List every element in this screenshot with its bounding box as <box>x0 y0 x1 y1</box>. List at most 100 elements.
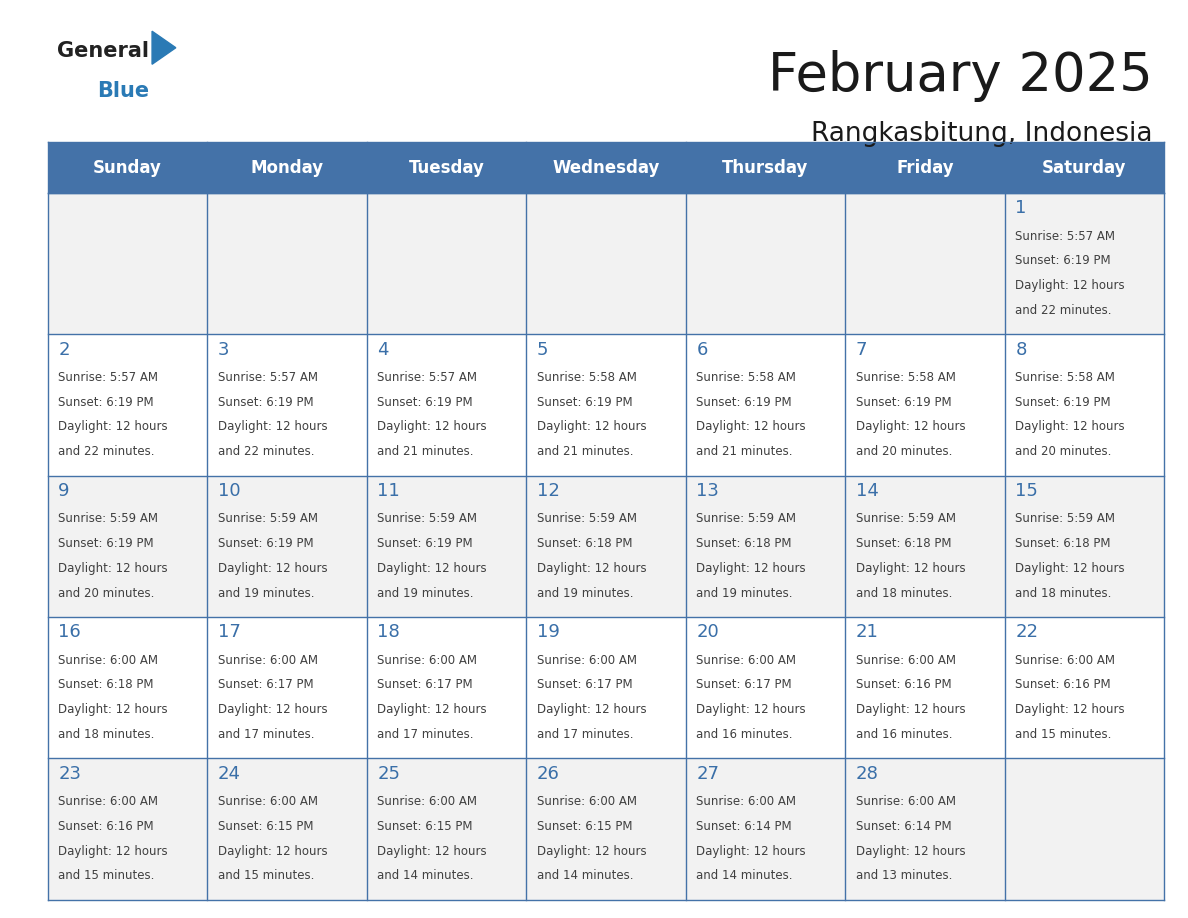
Bar <box>1005 476 1164 617</box>
Text: Sunset: 6:19 PM: Sunset: 6:19 PM <box>696 396 792 409</box>
Text: Sunset: 6:19 PM: Sunset: 6:19 PM <box>58 396 153 409</box>
Bar <box>1005 193 1164 334</box>
Text: Daylight: 12 hours: Daylight: 12 hours <box>696 420 805 433</box>
Text: Daylight: 12 hours: Daylight: 12 hours <box>1016 562 1125 575</box>
Text: Sunset: 6:14 PM: Sunset: 6:14 PM <box>855 820 952 833</box>
Text: Sunset: 6:18 PM: Sunset: 6:18 PM <box>1016 537 1111 550</box>
Text: Sunrise: 6:00 AM: Sunrise: 6:00 AM <box>58 654 158 666</box>
Text: and 18 minutes.: and 18 minutes. <box>1016 587 1112 599</box>
Text: Daylight: 12 hours: Daylight: 12 hours <box>696 703 805 716</box>
Text: and 22 minutes.: and 22 minutes. <box>1016 304 1112 317</box>
Text: Sunrise: 6:00 AM: Sunrise: 6:00 AM <box>855 795 956 808</box>
Text: and 21 minutes.: and 21 minutes. <box>696 445 792 458</box>
Text: Rangkasbitung, Indonesia: Rangkasbitung, Indonesia <box>811 121 1152 147</box>
Text: Daylight: 12 hours: Daylight: 12 hours <box>696 562 805 575</box>
Text: and 17 minutes.: and 17 minutes. <box>537 728 633 741</box>
Text: Sunset: 6:17 PM: Sunset: 6:17 PM <box>537 678 632 691</box>
Text: Wednesday: Wednesday <box>552 159 659 176</box>
Text: Daylight: 12 hours: Daylight: 12 hours <box>855 703 966 716</box>
Bar <box>526 476 685 617</box>
Text: 13: 13 <box>696 482 719 500</box>
Text: Daylight: 12 hours: Daylight: 12 hours <box>217 703 328 716</box>
Text: Sunset: 6:17 PM: Sunset: 6:17 PM <box>696 678 792 691</box>
Text: Daylight: 12 hours: Daylight: 12 hours <box>537 562 646 575</box>
Bar <box>526 334 685 476</box>
Text: Daylight: 12 hours: Daylight: 12 hours <box>855 420 966 433</box>
Text: and 20 minutes.: and 20 minutes. <box>58 587 154 599</box>
Bar <box>845 476 1005 617</box>
Text: and 16 minutes.: and 16 minutes. <box>855 728 953 741</box>
Text: Sunset: 6:18 PM: Sunset: 6:18 PM <box>855 537 952 550</box>
Polygon shape <box>152 31 176 64</box>
Text: 10: 10 <box>217 482 240 500</box>
Text: Sunrise: 6:00 AM: Sunrise: 6:00 AM <box>58 795 158 808</box>
Text: Sunrise: 5:59 AM: Sunrise: 5:59 AM <box>378 512 478 525</box>
Text: Sunrise: 6:00 AM: Sunrise: 6:00 AM <box>696 654 796 666</box>
Text: Daylight: 12 hours: Daylight: 12 hours <box>696 845 805 857</box>
Text: and 19 minutes.: and 19 minutes. <box>378 587 474 599</box>
Bar <box>48 334 207 476</box>
Text: and 18 minutes.: and 18 minutes. <box>855 587 953 599</box>
Text: 8: 8 <box>1016 341 1026 359</box>
Text: and 15 minutes.: and 15 minutes. <box>1016 728 1112 741</box>
Text: Daylight: 12 hours: Daylight: 12 hours <box>1016 420 1125 433</box>
Text: 16: 16 <box>58 623 81 642</box>
Text: 27: 27 <box>696 765 720 783</box>
Text: 12: 12 <box>537 482 560 500</box>
Text: Sunset: 6:19 PM: Sunset: 6:19 PM <box>58 537 153 550</box>
Text: Sunset: 6:15 PM: Sunset: 6:15 PM <box>378 820 473 833</box>
Text: 7: 7 <box>855 341 867 359</box>
Text: Sunrise: 5:57 AM: Sunrise: 5:57 AM <box>378 371 478 384</box>
Text: and 21 minutes.: and 21 minutes. <box>378 445 474 458</box>
Bar <box>367 193 526 334</box>
Text: Daylight: 12 hours: Daylight: 12 hours <box>1016 703 1125 716</box>
Text: Sunset: 6:18 PM: Sunset: 6:18 PM <box>58 678 153 691</box>
Text: Sunrise: 5:58 AM: Sunrise: 5:58 AM <box>1016 371 1116 384</box>
Text: Daylight: 12 hours: Daylight: 12 hours <box>378 845 487 857</box>
Text: and 14 minutes.: and 14 minutes. <box>696 869 792 882</box>
Text: Blue: Blue <box>97 81 150 101</box>
Text: and 17 minutes.: and 17 minutes. <box>217 728 315 741</box>
Text: Sunset: 6:16 PM: Sunset: 6:16 PM <box>855 678 952 691</box>
Text: 23: 23 <box>58 765 81 783</box>
Text: Daylight: 12 hours: Daylight: 12 hours <box>58 845 168 857</box>
Text: and 19 minutes.: and 19 minutes. <box>696 587 792 599</box>
Text: Daylight: 12 hours: Daylight: 12 hours <box>1016 279 1125 292</box>
Text: 22: 22 <box>1016 623 1038 642</box>
Text: Thursday: Thursday <box>722 159 809 176</box>
Text: 17: 17 <box>217 623 241 642</box>
Bar <box>48 193 207 334</box>
Bar <box>685 476 845 617</box>
Bar <box>48 142 1164 193</box>
Text: 5: 5 <box>537 341 549 359</box>
Bar <box>207 617 367 758</box>
Text: Sunrise: 5:59 AM: Sunrise: 5:59 AM <box>696 512 796 525</box>
Text: Daylight: 12 hours: Daylight: 12 hours <box>217 845 328 857</box>
Bar <box>207 193 367 334</box>
Text: Sunrise: 5:57 AM: Sunrise: 5:57 AM <box>1016 230 1116 242</box>
Text: Sunset: 6:15 PM: Sunset: 6:15 PM <box>217 820 314 833</box>
Text: Daylight: 12 hours: Daylight: 12 hours <box>58 703 168 716</box>
Text: Sunrise: 5:58 AM: Sunrise: 5:58 AM <box>696 371 796 384</box>
Text: Sunrise: 6:00 AM: Sunrise: 6:00 AM <box>696 795 796 808</box>
Text: Sunday: Sunday <box>93 159 162 176</box>
Text: 15: 15 <box>1016 482 1038 500</box>
Text: Sunrise: 5:58 AM: Sunrise: 5:58 AM <box>855 371 955 384</box>
Text: General: General <box>57 41 148 62</box>
Bar <box>207 758 367 900</box>
Text: Sunrise: 6:00 AM: Sunrise: 6:00 AM <box>1016 654 1116 666</box>
Text: Sunset: 6:14 PM: Sunset: 6:14 PM <box>696 820 792 833</box>
Bar <box>367 476 526 617</box>
Bar <box>207 476 367 617</box>
Text: and 15 minutes.: and 15 minutes. <box>217 869 314 882</box>
Text: Sunrise: 5:59 AM: Sunrise: 5:59 AM <box>537 512 637 525</box>
Text: Sunset: 6:19 PM: Sunset: 6:19 PM <box>217 537 314 550</box>
Text: Sunset: 6:19 PM: Sunset: 6:19 PM <box>378 396 473 409</box>
Text: Sunrise: 6:00 AM: Sunrise: 6:00 AM <box>378 795 478 808</box>
Text: 9: 9 <box>58 482 70 500</box>
Text: Saturday: Saturday <box>1042 159 1126 176</box>
Bar <box>367 334 526 476</box>
Text: and 19 minutes.: and 19 minutes. <box>537 587 633 599</box>
Text: and 21 minutes.: and 21 minutes. <box>537 445 633 458</box>
Bar <box>48 617 207 758</box>
